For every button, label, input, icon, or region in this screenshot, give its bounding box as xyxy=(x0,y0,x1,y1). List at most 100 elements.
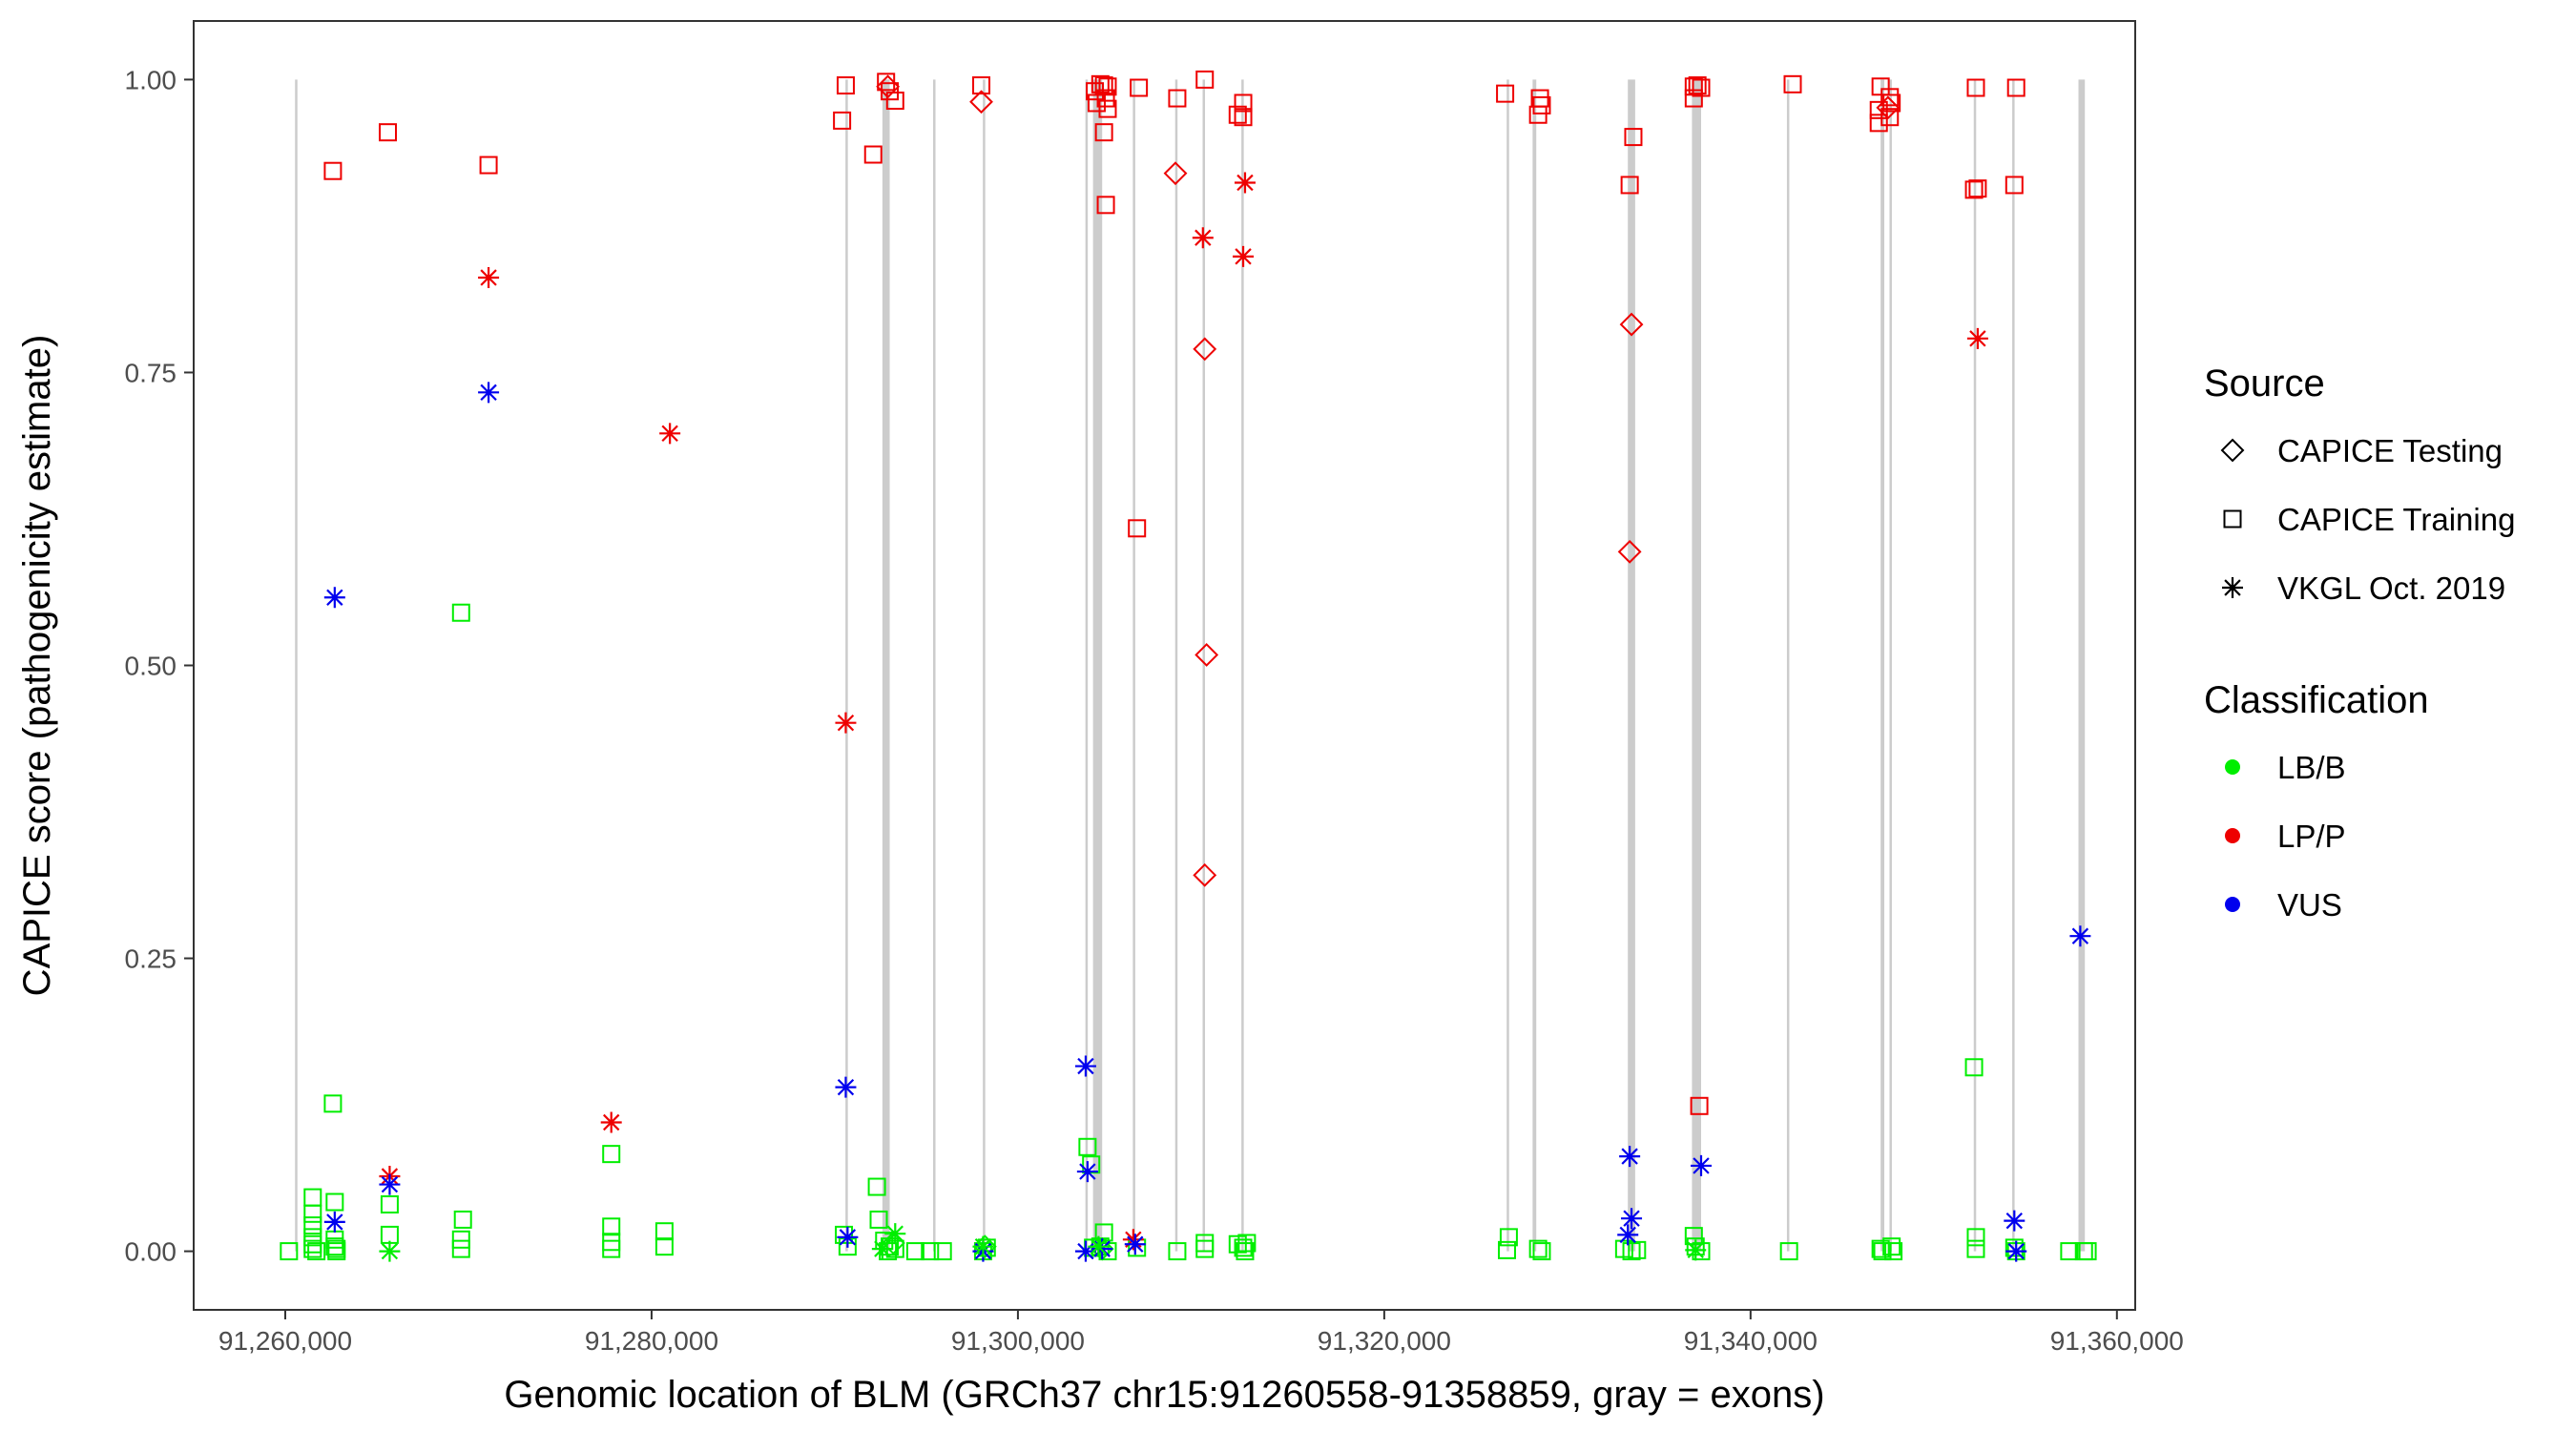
exon-band xyxy=(1506,79,1509,1252)
data-point xyxy=(600,1111,622,1133)
data-point xyxy=(1499,1228,1518,1247)
data-point xyxy=(2060,1242,2079,1261)
data-point xyxy=(451,1230,470,1249)
data-point xyxy=(1617,539,1642,564)
x-tick-label: 91,360,000 xyxy=(2050,1326,2184,1356)
data-point xyxy=(1124,1234,1146,1255)
exon-band xyxy=(1174,79,1178,1252)
data-point xyxy=(1621,1208,1643,1230)
data-point xyxy=(1498,1240,1517,1259)
data-point xyxy=(884,1223,906,1245)
data-point xyxy=(1088,1235,1110,1257)
legend-label: CAPICE Testing xyxy=(2277,433,2503,468)
exon-band xyxy=(1889,79,1892,1252)
data-point xyxy=(1087,93,1106,113)
data-point xyxy=(1086,82,1105,101)
data-point xyxy=(1691,1154,1712,1176)
data-point xyxy=(871,1238,893,1260)
data-point xyxy=(379,1173,401,1195)
data-point xyxy=(1078,1137,1097,1156)
data-point xyxy=(1688,76,1707,95)
data-point xyxy=(654,1237,674,1256)
data-point xyxy=(379,1240,401,1262)
data-point xyxy=(451,1239,470,1258)
exon-band xyxy=(1132,79,1135,1252)
exon-band xyxy=(2078,79,2086,1252)
data-point xyxy=(1228,105,1247,124)
legend-key xyxy=(2225,828,2240,843)
exon-band xyxy=(882,79,890,1252)
data-point xyxy=(1880,108,1900,127)
x-axis-title: Genomic location of BLM (GRCh37 chr15:91… xyxy=(504,1374,1824,1416)
data-point xyxy=(1094,123,1113,142)
legend-label: LP/P xyxy=(2277,819,2346,854)
exon-bands xyxy=(295,79,2086,1252)
exon-band xyxy=(1532,79,1537,1252)
data-point xyxy=(303,1204,322,1223)
data-point xyxy=(1098,99,1117,118)
data-point xyxy=(654,1222,674,1241)
data-point xyxy=(379,123,397,142)
legend: Source CAPICE Testing CAPICE Training VKGL … xyxy=(2204,363,2515,923)
legend-label: CAPICE Training xyxy=(2277,502,2515,537)
data-point xyxy=(307,1242,326,1261)
data-point xyxy=(833,111,852,130)
data-point xyxy=(972,1235,994,1257)
data-points xyxy=(280,70,2097,1262)
data-point xyxy=(1871,1239,1890,1258)
y-axis-title: CAPICE score (pathogenicity estimate) xyxy=(16,335,58,997)
data-point xyxy=(905,1242,924,1261)
data-point xyxy=(1783,74,1802,93)
data-point xyxy=(1168,1242,1187,1261)
exon-band xyxy=(1692,79,1702,1252)
data-point xyxy=(327,1242,346,1261)
data-point xyxy=(323,1211,345,1233)
data-point xyxy=(1964,1058,1984,1077)
data-point xyxy=(876,74,901,99)
data-point xyxy=(1195,1239,1215,1258)
data-point xyxy=(835,1076,857,1098)
data-point xyxy=(863,145,883,164)
legend-key xyxy=(2225,897,2240,912)
data-point xyxy=(1869,114,1888,133)
data-point xyxy=(1236,1242,1255,1261)
data-point xyxy=(972,76,991,95)
data-point xyxy=(885,92,904,111)
data-point xyxy=(921,1242,940,1261)
data-point xyxy=(2005,176,2024,195)
data-point xyxy=(1628,1240,1647,1259)
data-point xyxy=(1966,327,1988,349)
data-point xyxy=(1130,78,1149,97)
data-point xyxy=(453,1210,472,1229)
exon-band xyxy=(845,79,848,1252)
data-point xyxy=(1234,108,1253,127)
legend-key xyxy=(2222,577,2243,598)
data-point xyxy=(1074,1240,1096,1262)
y-tick-label: 1.00 xyxy=(125,65,177,94)
data-point xyxy=(837,1226,859,1248)
data-point xyxy=(835,1225,854,1244)
data-point xyxy=(451,603,470,622)
exon-band xyxy=(2012,79,2015,1252)
data-point xyxy=(1532,95,1551,114)
legend-key xyxy=(2223,509,2242,529)
y-tick-label: 0.75 xyxy=(125,358,177,387)
x-tick-label: 91,300,000 xyxy=(951,1326,1085,1356)
data-point xyxy=(1234,93,1253,113)
data-point xyxy=(602,1217,621,1236)
data-point xyxy=(1082,1155,1101,1174)
data-point xyxy=(1880,88,1900,107)
data-point xyxy=(1966,1239,1985,1258)
data-point xyxy=(1873,1242,1892,1261)
data-point xyxy=(659,423,681,445)
data-point xyxy=(1195,70,1215,89)
exon-band xyxy=(1092,79,1103,1252)
data-point xyxy=(972,1234,997,1259)
data-point xyxy=(1528,1239,1548,1258)
x-axis: 91,260,000 91,280,000 91,300,000 91,320,000… xyxy=(218,1310,2184,1356)
exon-band xyxy=(1628,79,1635,1252)
data-point xyxy=(1966,78,1985,97)
data-point xyxy=(1496,84,1515,103)
